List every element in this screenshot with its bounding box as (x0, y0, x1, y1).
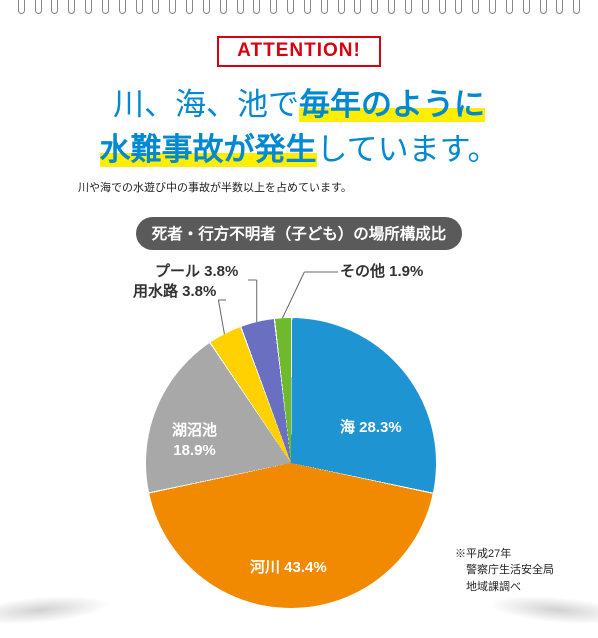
sub-note: 川や海での水遊び中の事故が半数以上を占めています。 (78, 179, 598, 195)
label-river: 河川 43.4% (250, 558, 327, 578)
label-other: その他 1.9% (340, 262, 423, 282)
headline-part2: しています。 (317, 132, 499, 167)
headline: 川、海、池で毎年のように 水難事故が発生しています。 (0, 83, 598, 173)
chart-area: 海 28.3% 河川 43.4% 湖沼池 18.9% 用水路 3.8% プール … (0, 258, 598, 638)
chart-title: 死者・行方不明者（子ども）の場所構成比 (136, 217, 463, 250)
spiral-binding (0, 0, 598, 18)
chart-title-text: 死者・行方不明者（子ども）の場所構成比 (152, 226, 447, 243)
headline-bold1: 毎年のように (299, 87, 485, 122)
headline-part1: 川、海、池で (113, 87, 299, 122)
label-sea: 海 28.3% (340, 418, 402, 438)
attention-badge: ATTENTION! (217, 36, 381, 67)
label-canal: 用水路 3.8% (133, 282, 216, 302)
attention-text: ATTENTION! (237, 40, 361, 61)
headline-bold2: 水難事故が発生 (100, 132, 317, 167)
label-lake: 湖沼池 18.9% (172, 421, 217, 462)
label-pool: プール 3.8% (155, 262, 238, 282)
source-note: ※平成27年 警察庁生活安全局 地域課調べ (455, 546, 554, 596)
